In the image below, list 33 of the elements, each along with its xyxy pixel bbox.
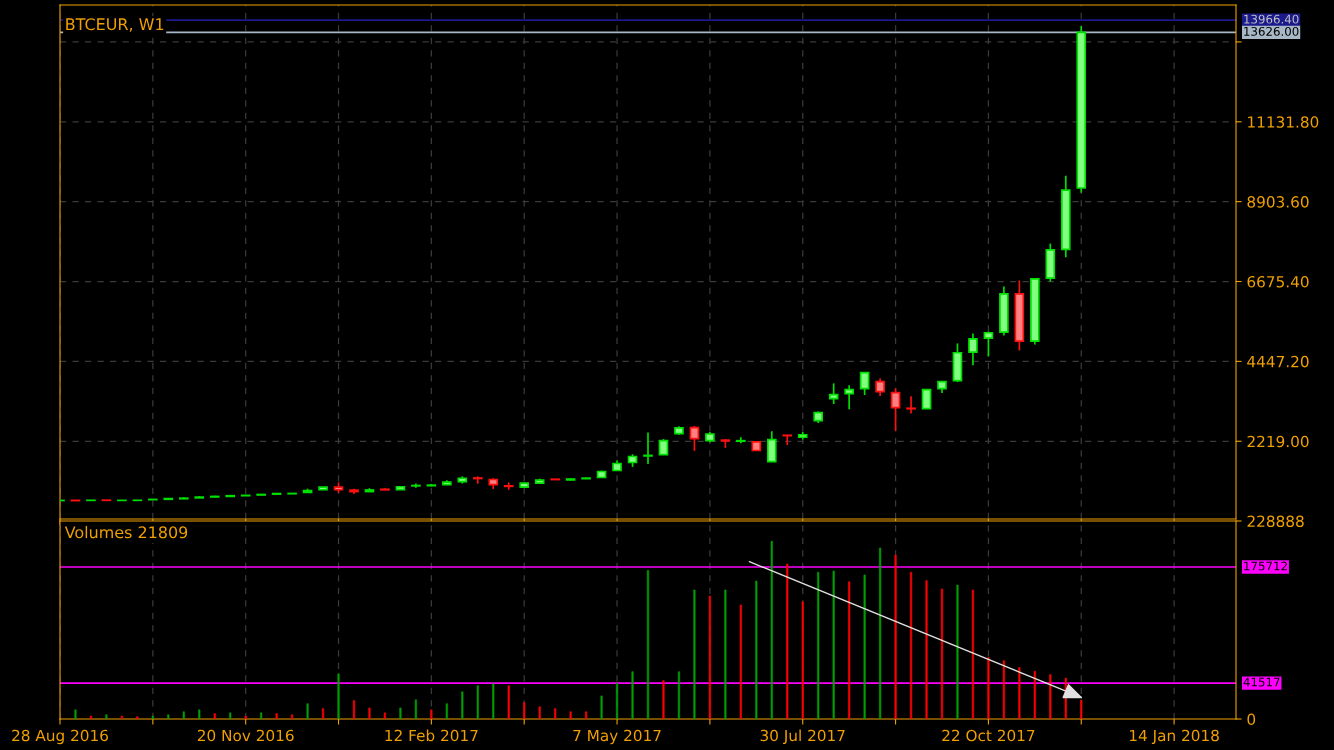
x-tick-label: 30 Jul 2017 [760, 729, 845, 745]
chart-title: Volumes 21809 [64, 525, 188, 539]
candlestick [859, 371, 870, 396]
candlestick [643, 431, 653, 465]
ref-line-label: 175712 [1244, 561, 1287, 571]
y-tick-label: 11131.80 [1248, 116, 1319, 128]
x-tick-label: 20 Nov 2016 [197, 729, 294, 742]
candlestick [844, 384, 854, 411]
candlestick [503, 481, 514, 491]
x-tick-label: 28 Aug 2016 [12, 729, 108, 745]
x-tick-label: 14 Jan 2018 [1129, 729, 1219, 745]
candlestick [968, 332, 978, 367]
y-tick-label: 4447.20 [1247, 355, 1309, 368]
candlestick [689, 424, 700, 452]
candlestick [921, 388, 932, 410]
y-tick-label: 8903.60 [1247, 196, 1309, 208]
x-tick-label: 22 Oct 2017 [942, 729, 1035, 742]
candlestick [472, 475, 483, 485]
candlestick [766, 430, 777, 463]
x-tick-label: 7 May 2017 [573, 729, 661, 745]
ref-line-label: 41517 [1243, 677, 1280, 687]
y-tick-label: 0 [1247, 713, 1256, 726]
ref-line-label: 13626.00 [1244, 26, 1299, 36]
y-tick-label: 228888 [1247, 515, 1304, 528]
candlestick [983, 330, 994, 358]
y-tick-label: 2219.00 [1247, 435, 1309, 448]
x-tick-label: 12 Feb 2017 [385, 729, 478, 742]
text: BTCEUR, W1 [66, 18, 164, 32]
ref-line-label: 13966.40 [1244, 14, 1299, 24]
y-tick-label: 6675.40 [1247, 275, 1309, 288]
candlestick [782, 433, 793, 446]
candlestick [906, 395, 916, 415]
candlestick [890, 387, 901, 432]
